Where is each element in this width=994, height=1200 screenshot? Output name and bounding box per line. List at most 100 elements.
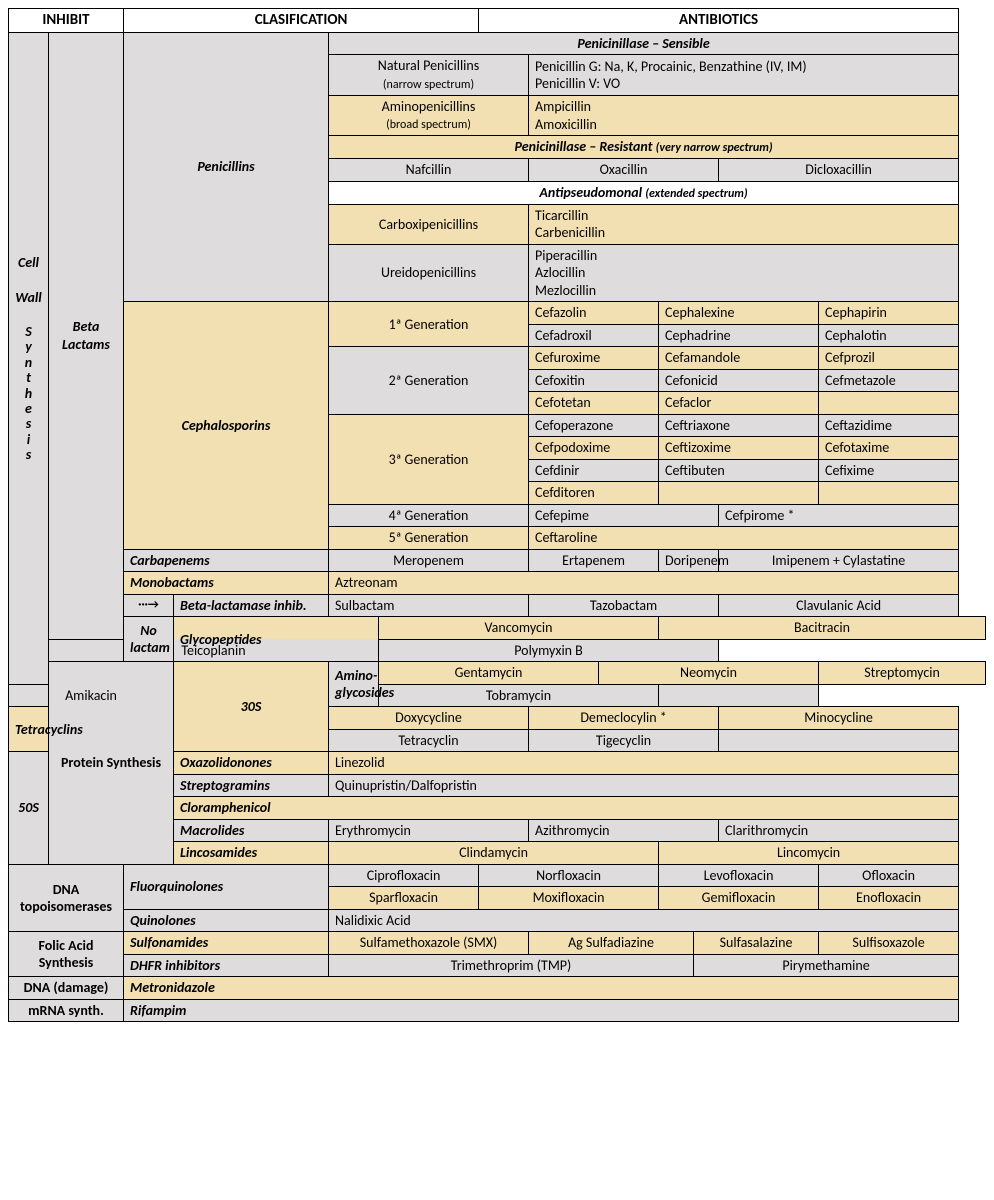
sulbactam: Sulbactam [329,594,529,617]
aztreonam: Aztreonam [329,572,959,595]
header-row: INHIBIT CLASIFICATION ANTIBIOTICS [9,9,986,33]
col-sulfonamides: Sulfonamides [124,932,329,955]
levofloxacin: Levofloxacin [659,864,819,887]
natural-penicillins: Natural Penicillins(narrow spectrum) [329,55,529,96]
cefpodoxime: Cefpodoxime [529,437,659,460]
hdr-inhibit: INHIBIT [9,9,124,33]
cefuroxime: Cefuroxime [529,347,659,370]
bacitracin: Bacitracin [659,617,986,640]
meropenem: Meropenem [329,549,529,572]
gentamycin: Gentamycin [379,662,599,685]
hdr-antibiotics: ANTIBIOTICS [479,9,959,33]
col-aminoglycosides: Amino-glycosides [329,662,379,707]
rifampim: Rifampim [124,999,959,1022]
lincomycin: Lincomycin [659,842,959,865]
cefoxitin: Cefoxitin [529,369,659,392]
cefoperazone: Cefoperazone [529,414,659,437]
col-oxazolidonones: Oxazolidonones [174,752,329,775]
erythromycin: Erythromycin [329,819,529,842]
col-mrna: mRNA synth. [9,999,124,1022]
hdr-classification: CLASIFICATION [124,9,479,33]
metronidazole: Metronidazole [124,977,959,1000]
tazobactam: Tazobactam [529,594,719,617]
ticarcillin-carbenicillin: TicarcillinCarbenicillin [529,204,959,244]
col-dna-damage: DNA (damage) [9,977,124,1000]
cefazolin: Cefazolin [529,302,659,325]
antipseudomonal: Antipseudomonal (extended spectrum) [329,181,959,204]
teicoplanin: Teicoplanin [49,639,379,662]
dicloxacillin: Dicloxacillin [719,159,959,182]
demeclocylin: Demeclocylin * [529,707,719,730]
moxifloxacin: Moxifloxacin [479,887,659,910]
tmp: Trimethroprim (TMP) [329,954,694,977]
cefadroxil: Cefadroxil [529,324,659,347]
cefonicid: Cefonicid [659,369,819,392]
streptomycin: Streptomycin [819,662,986,685]
col-cloramphenicol: Cloramphenicol [174,797,959,820]
col-30s: 30S [174,662,329,752]
ceftibuten: Ceftibuten [659,459,819,482]
ampicillin-amoxicillin: AmpicillinAmoxicillin [529,95,959,136]
cefamandole: Cefamandole [659,347,819,370]
linezolid: Linezolid [329,752,959,775]
cefotaxime: Cefotaxime [819,437,959,460]
sulfasalazine: Sulfasalazine [694,932,819,955]
enofloxacin: Enofloxacin [819,887,959,910]
vancomycin: Vancomycin [379,617,659,640]
carboxipenicillins: Carboxipenicillins [329,204,529,244]
synthesis-vertical: Syn the sis [15,324,42,463]
ceftriaxone: Ceftriaxone [659,414,819,437]
ofloxacin: Ofloxacin [819,864,959,887]
cephapirin: Cephapirin [819,302,959,325]
col-carbapenems: Carbapenems [124,549,329,572]
pirymethamine: Pirymethamine [694,954,959,977]
gen3: 3ª Generation [329,414,529,504]
cefmetazole: Cefmetazole [819,369,959,392]
imipenem: Imipenem + Cylastatine [719,549,959,572]
cephalexine: Cephalexine [659,302,819,325]
tetracyclin: Tetracyclin [329,729,529,752]
tigecyclin: Tigecyclin [529,729,719,752]
polymyxin: Polymyxin B [379,639,719,662]
doxycycline: Doxycycline [329,707,529,730]
cefpirome: Cefpirome * [719,504,959,527]
col-no-lactam: Nolactam [124,617,174,662]
cefprozil: Cefprozil [819,347,959,370]
col-lincosamides: Lincosamides [174,842,329,865]
ceftizoxime: Ceftizoxime [659,437,819,460]
col-dna-topoisomerases: DNA topoisomerases [9,864,124,932]
col-bl-inhib: Beta-lactamase inhib. [174,594,329,617]
penicinillase-sensible: Penicinillase – Sensible [329,32,959,55]
col-50s: 50S [9,752,49,865]
col-monobactams: Monobactams [124,572,329,595]
col-beta-lactams: Beta Lactams [49,32,124,639]
penicinillase-resistant: Penicinillase – Resistant (very narrow s… [329,136,959,159]
antibiotics-classification-table: INHIBIT CLASIFICATION ANTIBIOTICS Cell W… [8,8,986,1022]
quinu-dalfo: Quinupristin/Dalfopristin [329,774,959,797]
clarithromycin: Clarithromycin [719,819,959,842]
oxacillin: Oxacillin [529,159,719,182]
bl-inhib-arrow: ···→ [124,594,174,617]
cefotetan: Cefotetan [529,392,659,415]
amikacin: Amikacin [9,684,174,707]
col-streptogramins: Streptogramins [174,774,329,797]
azithromycin: Azithromycin [529,819,719,842]
col-fluorquinolones: Fluorquinolones [124,864,329,909]
gen4: 4ª Generation [329,504,529,527]
clindamycin: Clindamycin [329,842,659,865]
ureidopenicillins: Ureidopenicillins [329,244,529,302]
cefdinir: Cefdinir [529,459,659,482]
col-dhfr: DHFR inhibitors [124,954,329,977]
cefixime: Cefixime [819,459,959,482]
col-cell-wall: Cell Wall Syn the sis [9,32,49,684]
gen5: 5ª Generation [329,527,529,550]
ciprofloxacin: Ciprofloxacin [329,864,479,887]
col-quinolones: Quinolones [124,909,329,932]
ag-sulfadiazine: Ag Sulfadiazine [529,932,694,955]
gen2: 2ª Generation [329,347,529,415]
neomycin: Neomycin [599,662,819,685]
sulfisoxazole: Sulfisoxazole [819,932,959,955]
norfloxacin: Norfloxacin [479,864,659,887]
gemifloxacin: Gemifloxacin [659,887,819,910]
cephalotin: Cephalotin [819,324,959,347]
